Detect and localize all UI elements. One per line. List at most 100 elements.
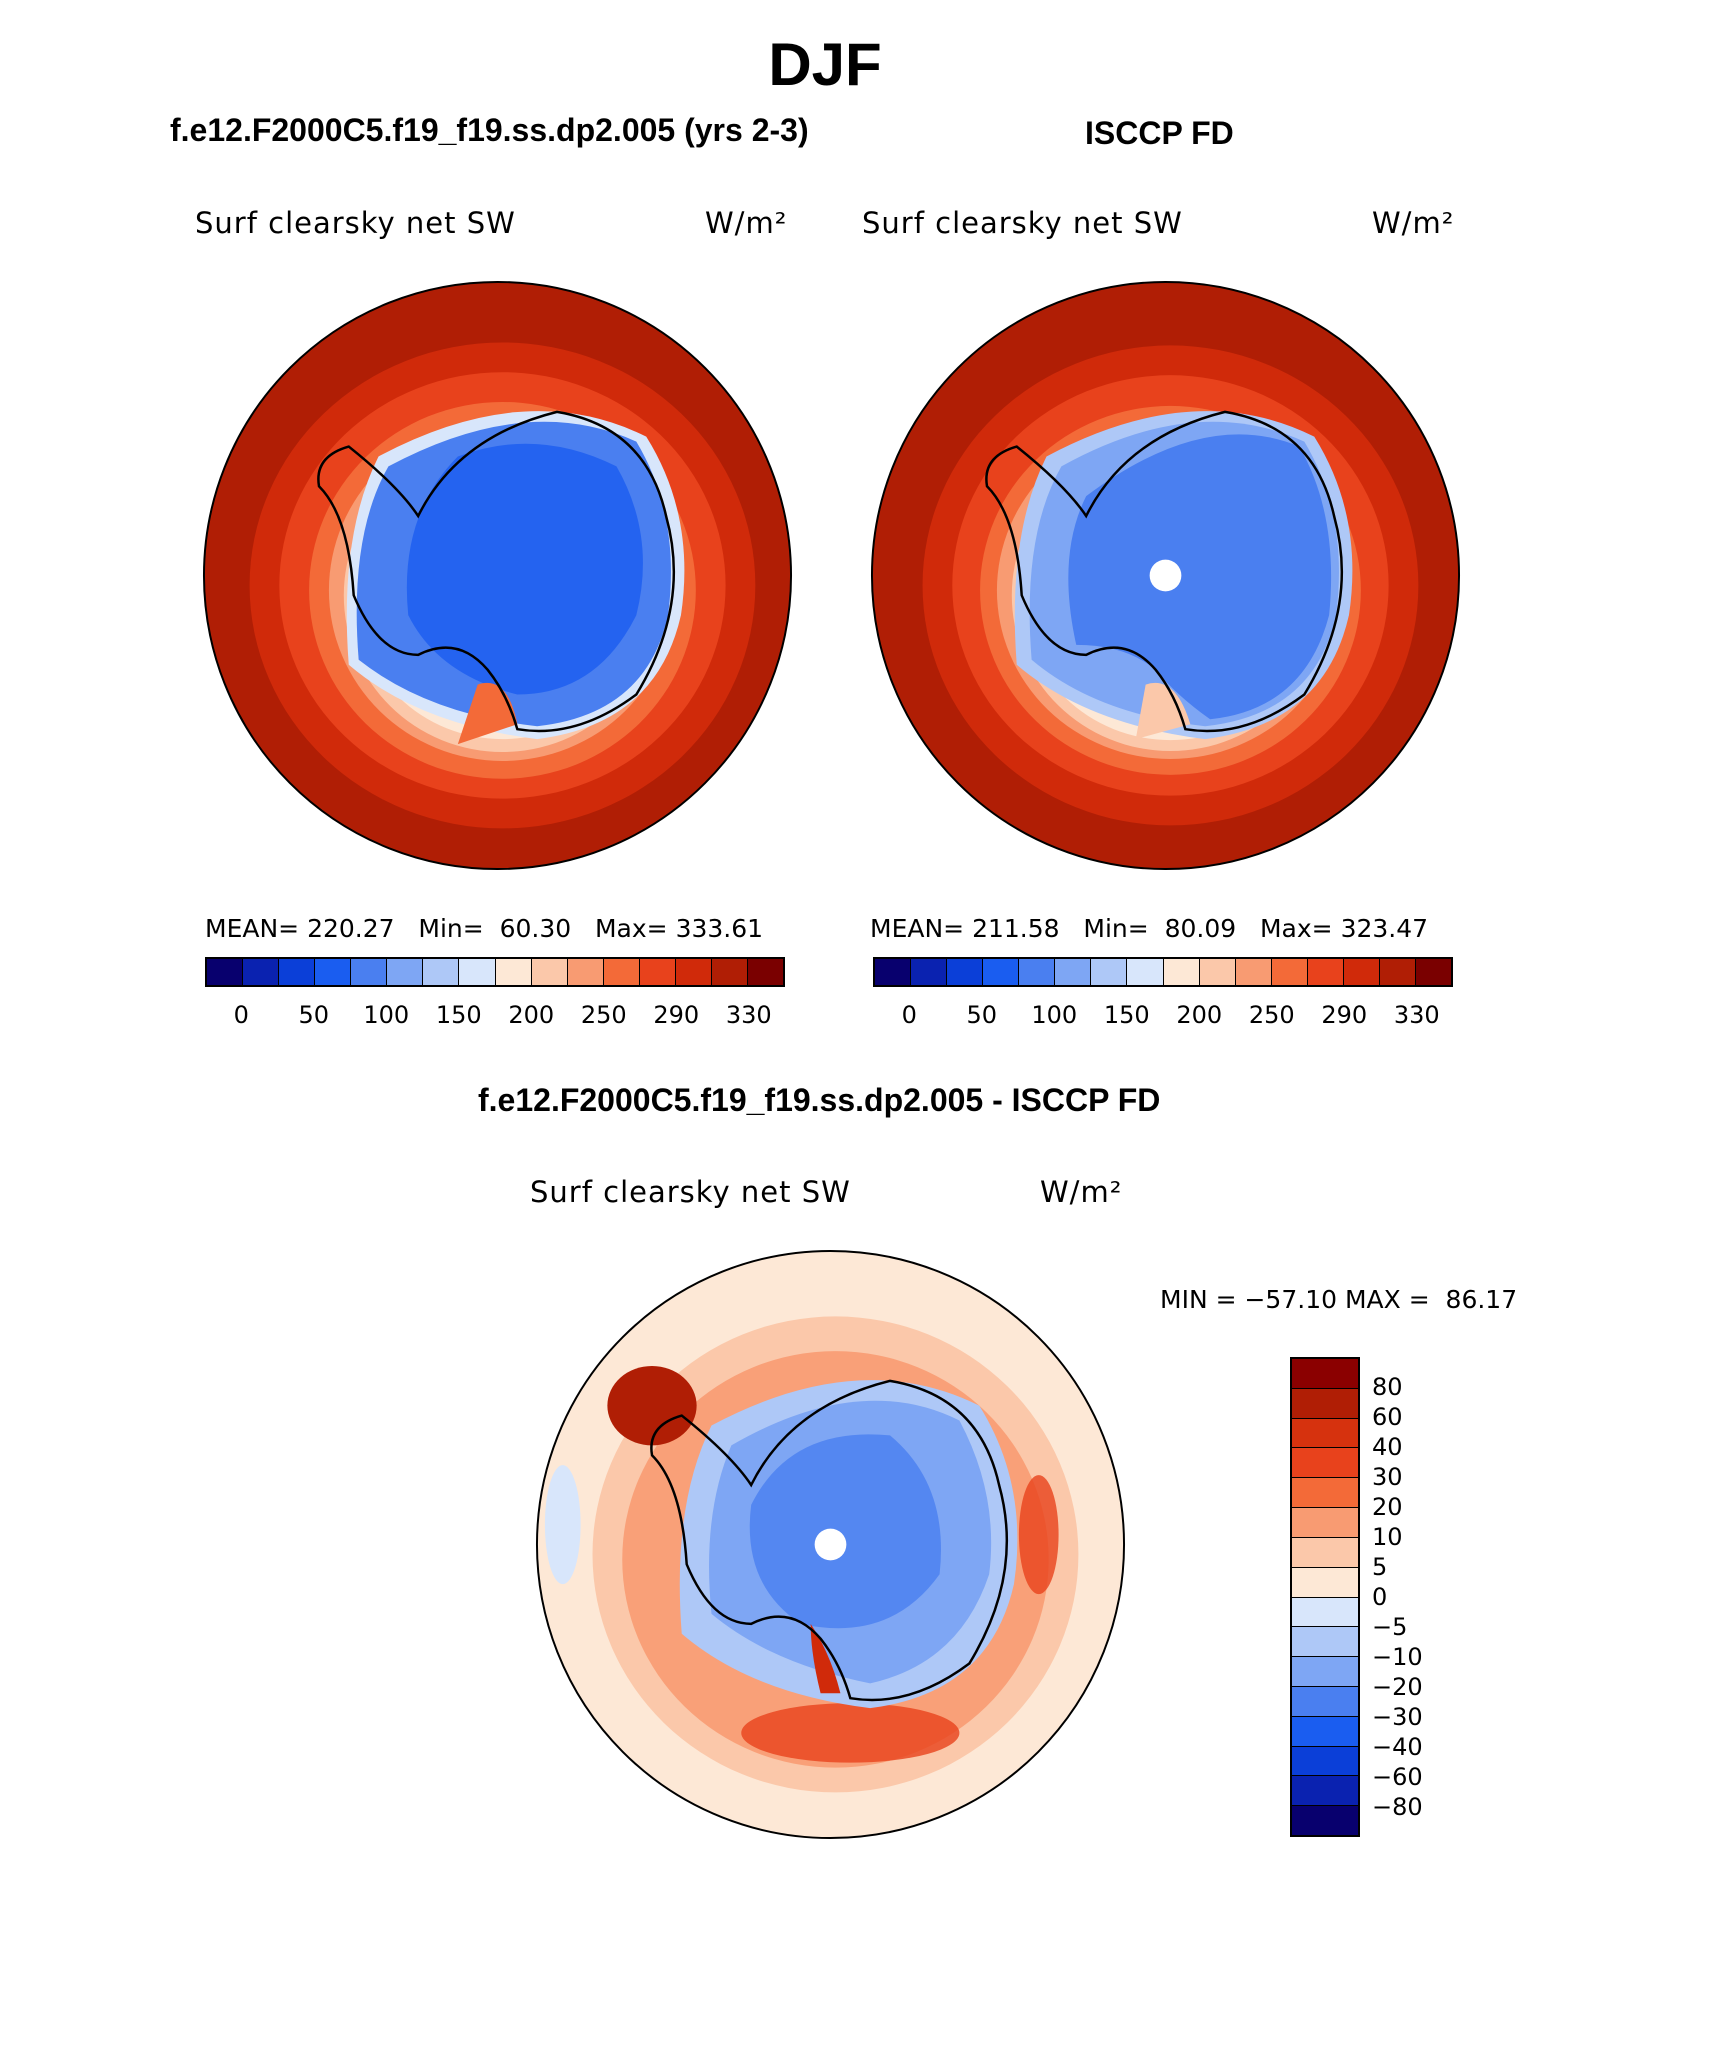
- variable-label-diff: Surf clearsky net SW: [530, 1175, 851, 1209]
- colorbar-tick-label: 330: [725, 1001, 772, 1029]
- colorbar-swatch: [1292, 1448, 1358, 1479]
- colorbar-obs: [873, 957, 1453, 987]
- colorbar-swatch: [603, 959, 640, 985]
- colorbar-tick-label: 200: [1176, 1001, 1223, 1029]
- colorbar-swatch: [911, 959, 948, 985]
- colorbar-tick-label: −30: [1372, 1703, 1423, 1731]
- colorbar-swatch: [1127, 959, 1164, 985]
- colorbar-tick-label: −10: [1372, 1643, 1423, 1671]
- colorbar-tick-label: 60: [1372, 1403, 1403, 1431]
- colorbar-tick-label: 250: [1248, 1001, 1295, 1029]
- colorbar-swatch: [1091, 959, 1128, 985]
- colorbar-swatch: [1292, 1716, 1358, 1747]
- colorbar-tick-label: 250: [580, 1001, 627, 1029]
- colorbar-swatch: [495, 959, 532, 985]
- colorbar-swatch: [875, 959, 912, 985]
- colorbar-tick-label: 40: [1372, 1433, 1403, 1461]
- colorbar-tick-label: 100: [363, 1001, 410, 1029]
- colorbar-swatch: [747, 959, 783, 985]
- colorbar-tick-label: 150: [1103, 1001, 1150, 1029]
- colorbar-diff: [1290, 1357, 1360, 1837]
- colorbar-model: [205, 957, 785, 987]
- colorbar-swatch: [1292, 1388, 1358, 1419]
- colorbar-swatch: [1019, 959, 1056, 985]
- polar-map-obs: [870, 280, 1461, 871]
- colorbar-swatch: [423, 959, 460, 985]
- colorbar-tick-label: 80: [1372, 1373, 1403, 1401]
- colorbar-swatch: [1271, 959, 1308, 985]
- colorbar-tick-label: 0: [901, 1001, 917, 1029]
- colorbar-tick-label: −5: [1372, 1613, 1408, 1641]
- colorbar-tick-label: 0: [233, 1001, 249, 1029]
- colorbar-swatch: [1292, 1806, 1358, 1835]
- panel-title-diff: f.e12.F2000C5.f19_f19.ss.dp2.005 - ISCCP…: [478, 1082, 1161, 1118]
- colorbar-swatch: [1292, 1597, 1358, 1628]
- panel-title-obs: ISCCP FD: [1085, 115, 1234, 151]
- units-label-model: W/m²: [705, 206, 788, 240]
- colorbar-swatch: [243, 959, 280, 985]
- colorbar-tick-label: 5: [1372, 1553, 1388, 1581]
- colorbar-tick-label: 30: [1372, 1463, 1403, 1491]
- colorbar-swatch: [1292, 1746, 1358, 1777]
- stats-diff: MIN = −57.10 MAX = 86.17: [1160, 1285, 1518, 1314]
- colorbar-swatch: [279, 959, 316, 985]
- colorbar-tick-label: 150: [435, 1001, 482, 1029]
- colorbar-tick-label: 50: [966, 1001, 998, 1029]
- colorbar-swatch: [567, 959, 604, 985]
- colorbar-tick-label: 290: [653, 1001, 700, 1029]
- colorbar-tick-label: 0: [1372, 1583, 1388, 1611]
- colorbar-swatch: [639, 959, 676, 985]
- colorbar-swatch: [1199, 959, 1236, 985]
- colorbar-swatch: [1292, 1686, 1358, 1717]
- colorbar-tick-label: 290: [1321, 1001, 1368, 1029]
- stats-obs: MEAN= 211.58 Min= 80.09 Max= 323.47: [870, 914, 1429, 943]
- colorbar-swatch: [1292, 1508, 1358, 1538]
- units-label-diff: W/m²: [1040, 1175, 1123, 1209]
- colorbar-swatch: [1343, 959, 1380, 985]
- variable-label-model: Surf clearsky net SW: [195, 206, 516, 240]
- colorbar-swatch: [207, 959, 244, 985]
- colorbar-swatch: [1163, 959, 1200, 985]
- colorbar-swatch: [1415, 959, 1451, 985]
- colorbar-swatch: [983, 959, 1020, 985]
- colorbar-swatch: [1379, 959, 1416, 985]
- south-pole-hole: [1149, 559, 1182, 592]
- colorbar-tick-label: 100: [1031, 1001, 1078, 1029]
- colorbar-tick-label: 200: [508, 1001, 555, 1029]
- stats-model: MEAN= 220.27 Min= 60.30 Max= 333.61: [205, 914, 764, 943]
- colorbar-tick-label: 330: [1393, 1001, 1440, 1029]
- colorbar-swatch: [1235, 959, 1272, 985]
- colorbar-swatch: [1292, 1627, 1358, 1658]
- variable-label-obs: Surf clearsky net SW: [862, 206, 1183, 240]
- colorbar-swatch: [1292, 1657, 1358, 1687]
- panel-title-model: f.e12.F2000C5.f19_f19.ss.dp2.005 (yrs 2-…: [170, 112, 809, 148]
- colorbar-tick-label: 50: [298, 1001, 330, 1029]
- colorbar-tick-label: 20: [1372, 1493, 1403, 1521]
- colorbar-swatch: [1292, 1776, 1358, 1807]
- colorbar-swatch: [531, 959, 568, 985]
- colorbar-swatch: [351, 959, 388, 985]
- colorbar-tick-label: −40: [1372, 1733, 1423, 1761]
- colorbar-swatch: [315, 959, 352, 985]
- colorbar-tick-label: −80: [1372, 1793, 1423, 1821]
- colorbar-tick-label: −20: [1372, 1673, 1423, 1701]
- colorbar-swatch: [675, 959, 712, 985]
- colorbar-swatch: [1055, 959, 1092, 985]
- colorbar-tick-label: −60: [1372, 1763, 1423, 1791]
- colorbar-swatch: [1292, 1418, 1358, 1449]
- colorbar-swatch: [947, 959, 984, 985]
- units-label-obs: W/m²: [1372, 206, 1455, 240]
- figure-title: DJF: [768, 31, 882, 98]
- polar-map-model: [202, 280, 793, 871]
- colorbar-swatch: [1292, 1478, 1358, 1509]
- south-pole-hole-diff: [814, 1528, 847, 1561]
- polar-map-diff: [535, 1249, 1126, 1840]
- colorbar-swatch: [387, 959, 424, 985]
- colorbar-tick-label: 10: [1372, 1523, 1403, 1551]
- colorbar-swatch: [1292, 1567, 1358, 1598]
- colorbar-swatch: [1307, 959, 1344, 985]
- colorbar-swatch: [459, 959, 496, 985]
- colorbar-swatch: [1292, 1537, 1358, 1568]
- colorbar-swatch: [1292, 1359, 1358, 1389]
- colorbar-swatch: [711, 959, 748, 985]
